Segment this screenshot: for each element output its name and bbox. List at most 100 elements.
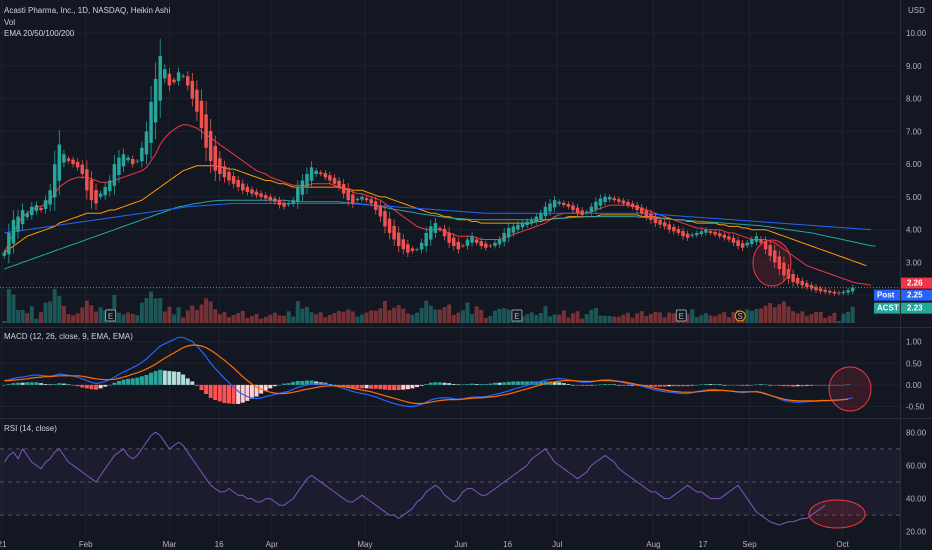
candle-body — [690, 234, 694, 236]
macd-histogram-bar — [341, 384, 346, 387]
volume-bar — [52, 289, 57, 323]
volume-bar — [809, 314, 814, 323]
macd-histogram-bar — [570, 384, 575, 386]
volume-bar — [442, 307, 447, 323]
candle-body — [406, 244, 410, 253]
x-tick-label: Sep — [742, 540, 757, 549]
volume-bar — [373, 310, 378, 323]
candle-body — [39, 208, 43, 210]
rsi-tick-label: 20.00 — [906, 528, 927, 537]
macd-histogram-bar — [364, 384, 369, 389]
candle-body — [355, 198, 360, 201]
volume-bar — [488, 315, 493, 323]
candle-body — [809, 285, 814, 289]
volume-bar — [671, 313, 676, 323]
volume-bar — [584, 314, 589, 323]
earnings-marker[interactable] — [511, 309, 523, 322]
candle-body — [172, 79, 176, 83]
volume-bar — [749, 310, 754, 323]
x-tick-label: Mar — [163, 540, 177, 549]
volume-bar — [350, 311, 355, 323]
volume-bar — [121, 314, 126, 323]
candle-body — [685, 233, 690, 238]
macd-histogram-bar — [304, 380, 309, 385]
volume-bar — [662, 317, 667, 323]
candle-body — [672, 227, 676, 232]
volume-bar — [254, 313, 259, 323]
macd-histogram-bar — [814, 384, 819, 386]
candle-body — [676, 229, 681, 233]
candle-body — [759, 238, 763, 243]
macd-histogram-bar — [671, 384, 676, 387]
macd-histogram-bar — [227, 384, 232, 404]
candle-body — [163, 69, 167, 79]
volume-bar — [447, 304, 452, 323]
volume-bar — [171, 314, 176, 323]
macd-histogram-bar — [135, 377, 140, 385]
volume-bar — [589, 309, 594, 323]
macd-histogram-bar — [6, 384, 11, 385]
volume-bar — [309, 312, 314, 323]
candle-body — [415, 249, 419, 251]
volume-bar — [630, 317, 635, 323]
volume-bar — [570, 313, 575, 323]
volume-bar — [249, 315, 254, 323]
macd-histogram-bar — [350, 384, 355, 388]
rsi-pane[interactable] — [0, 431, 900, 526]
volume-bar — [245, 317, 250, 323]
macd-histogram-bar — [749, 384, 754, 386]
candle-body — [805, 283, 809, 287]
candle-body — [832, 291, 837, 294]
candle-body — [245, 186, 250, 192]
macd-histogram-bar — [736, 384, 741, 386]
macd-histogram-bar — [612, 384, 617, 386]
candle-body — [62, 154, 66, 163]
volume-bar — [392, 307, 397, 323]
price-badge — [901, 302, 932, 314]
macd-histogram-bar — [428, 382, 433, 385]
candle-body — [213, 145, 217, 171]
macd-histogram-bar — [740, 384, 745, 386]
candle-body — [309, 167, 314, 181]
earnings-marker[interactable] — [675, 309, 687, 322]
macd-histogram-bar — [263, 384, 268, 391]
x-tick-label: 17 — [699, 540, 708, 549]
price-badge-value: 2.25 — [907, 291, 923, 300]
earnings-marker[interactable] — [105, 309, 117, 322]
candle-body — [323, 173, 328, 178]
price-tick-label: 5.00 — [906, 193, 922, 202]
macd-histogram-bar — [515, 381, 520, 385]
macd-histogram-bar — [16, 382, 21, 385]
candle-body — [635, 205, 639, 210]
candle-body — [34, 205, 39, 211]
volume-bar — [48, 301, 53, 323]
split-marker[interactable] — [734, 310, 746, 322]
candle-body — [731, 237, 736, 243]
candle-body — [727, 236, 731, 240]
candle-body — [584, 211, 589, 213]
candle-body — [461, 245, 465, 247]
volume-bar — [364, 312, 369, 323]
candle-body — [488, 245, 493, 247]
candle-body — [80, 164, 84, 174]
volume-bar — [378, 308, 383, 323]
volume-bar — [176, 307, 181, 323]
macd-histogram-bar — [392, 384, 397, 391]
heikin-ashi-candles[interactable] — [2, 38, 855, 296]
candle-body — [410, 248, 415, 251]
candle-body — [300, 180, 305, 195]
candle-body — [108, 180, 112, 192]
candle-body — [640, 207, 644, 214]
macd-pane[interactable] — [2, 336, 853, 408]
x-tick-label: 16 — [215, 540, 224, 549]
volume-bar — [685, 314, 690, 323]
volume-bar — [593, 307, 598, 323]
chart-title: Acasti Pharma, Inc., 1D, NASDAQ, Heikin … — [4, 6, 171, 15]
macd-histogram-bar — [791, 384, 796, 387]
candle-body — [681, 231, 685, 237]
earnings-marker-label: E — [514, 312, 519, 321]
x-tick-label: Feb — [79, 540, 93, 549]
macd-histogram-bar — [190, 381, 195, 385]
